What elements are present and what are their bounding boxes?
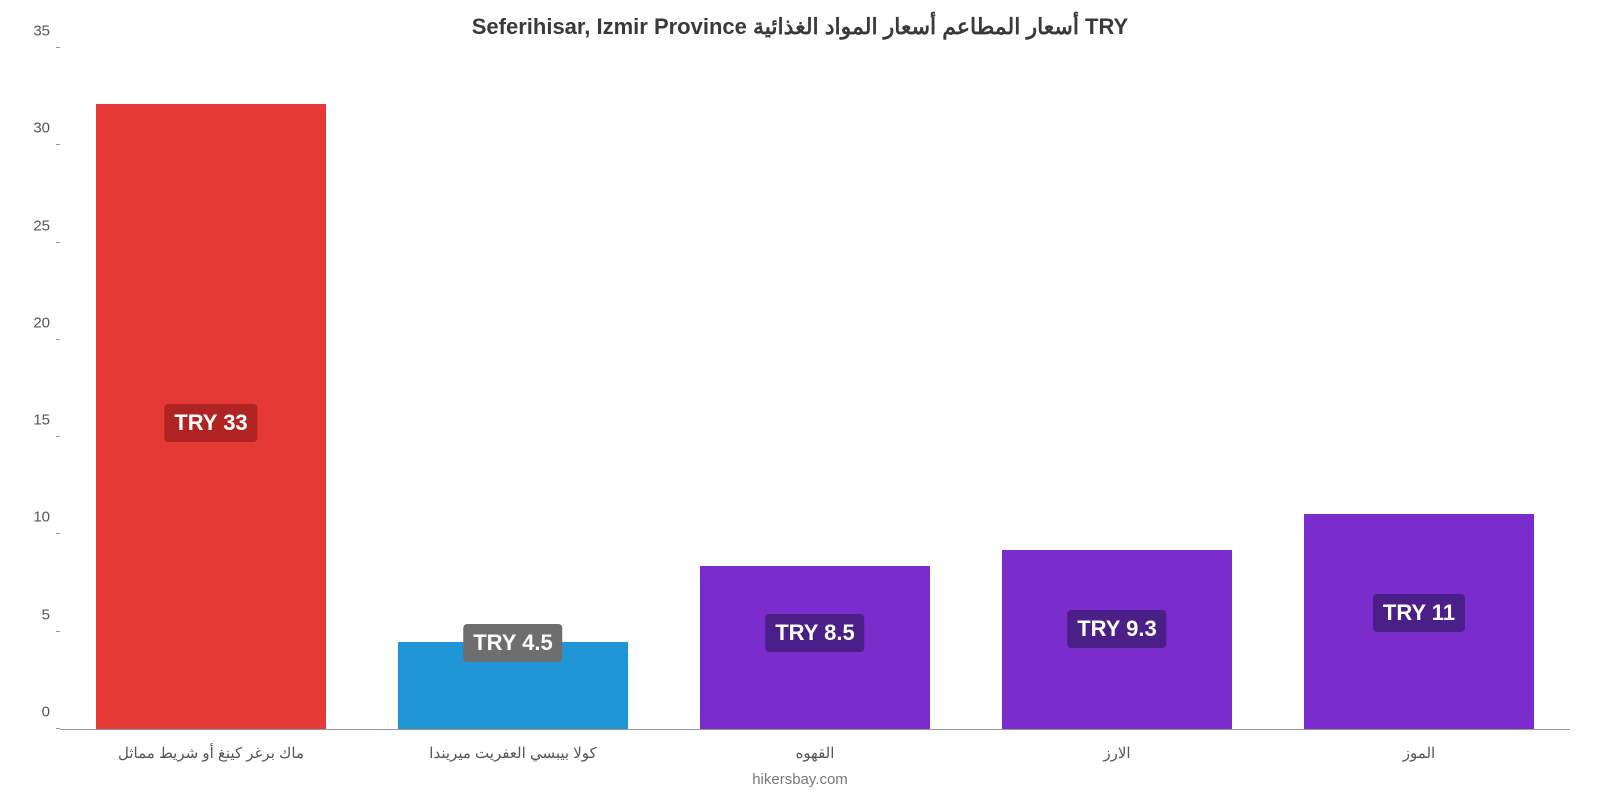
bar-value-label: TRY 33 xyxy=(164,404,257,442)
bars-row: TRY 33 TRY 4.5 TRY 8.5 TRY 9.3 TRY 11 xyxy=(60,56,1570,729)
bar: TRY 8.5 xyxy=(700,566,930,729)
bar-slot: TRY 9.3 xyxy=(966,56,1268,729)
y-tick-mark xyxy=(56,436,60,437)
bar-value-label: TRY 9.3 xyxy=(1067,610,1166,648)
y-tick-mark xyxy=(56,144,60,145)
bar-value-label: TRY 8.5 xyxy=(765,614,864,652)
bar-value-label: TRY 4.5 xyxy=(463,624,562,662)
y-tick-label: 0 xyxy=(20,704,50,721)
bar: TRY 9.3 xyxy=(1002,550,1232,729)
x-axis-label: كولا بيبسي العفريت ميريندا xyxy=(362,744,664,762)
y-tick-label: 35 xyxy=(20,23,50,40)
y-tick-mark xyxy=(56,242,60,243)
y-tick-label: 10 xyxy=(20,509,50,526)
chart-title: Seferihisar, Izmir Province أسعار المطاع… xyxy=(0,0,1600,40)
y-tick-label: 30 xyxy=(20,120,50,137)
y-tick-mark xyxy=(56,339,60,340)
y-tick-label: 15 xyxy=(20,412,50,429)
bar-slot: TRY 11 xyxy=(1268,56,1570,729)
y-tick-mark xyxy=(56,728,60,729)
plot-area: TRY 33TRY 4.5TRY 8.5TRY 9.3TRY 11 051015… xyxy=(60,48,1570,730)
chart-footer: hikersbay.com xyxy=(0,771,1600,788)
bar: TRY 11 xyxy=(1304,514,1534,729)
x-axis-label: ماك برغر كينغ أو شريط مماثل xyxy=(60,744,362,762)
y-tick-mark xyxy=(56,631,60,632)
y-tick-label: 5 xyxy=(20,606,50,623)
y-tick-label: 20 xyxy=(20,314,50,331)
x-axis-label: الموز xyxy=(1268,744,1570,762)
bar-chart: Seferihisar, Izmir Province أسعار المطاع… xyxy=(0,0,1600,800)
y-tick-label: 25 xyxy=(20,217,50,234)
bar-slot: TRY 8.5 xyxy=(664,56,966,729)
bar: TRY 4.5 xyxy=(398,642,628,729)
y-tick-mark xyxy=(56,533,60,534)
x-axis-label: القهوه xyxy=(664,744,966,762)
bar-value-label: TRY 11 xyxy=(1373,594,1465,632)
bar-slot: TRY 4.5 xyxy=(362,56,664,729)
x-axis-labels: ماك برغر كينغ أو شريط مماثلكولا بيبسي ال… xyxy=(60,744,1570,762)
y-tick-mark xyxy=(56,47,60,48)
x-axis-label: الارز xyxy=(966,744,1268,762)
bar: TRY 33 xyxy=(96,104,326,729)
bar-slot: TRY 33 xyxy=(60,56,362,729)
